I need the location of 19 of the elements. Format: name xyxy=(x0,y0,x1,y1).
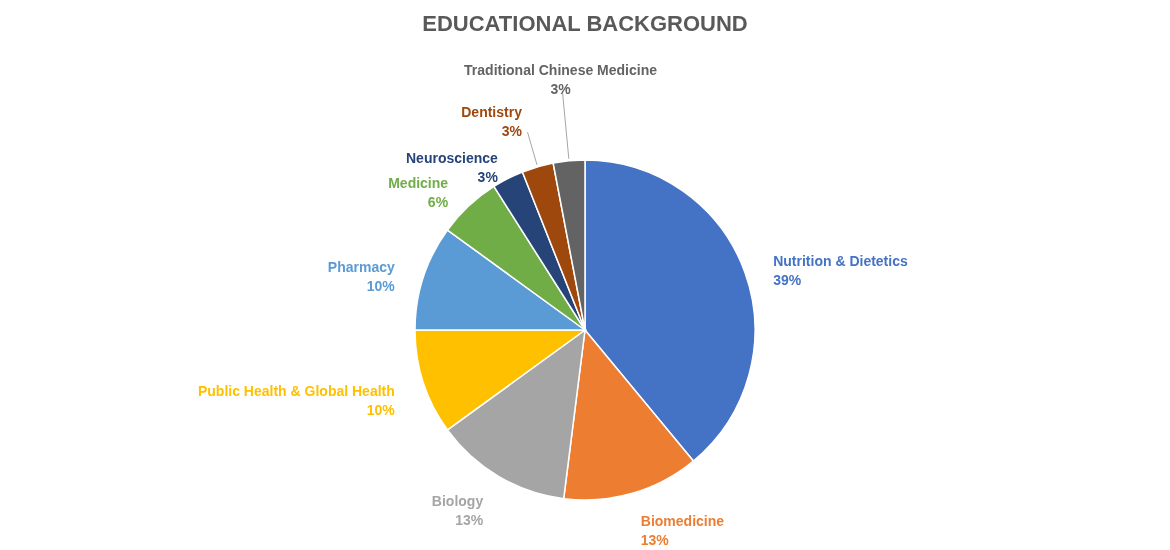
data-label: 13% xyxy=(640,532,670,549)
data-label: 10% xyxy=(366,401,396,418)
data-label: 39% xyxy=(773,272,802,289)
slice-label: Pharmacy xyxy=(327,259,395,276)
data-label: 13% xyxy=(455,512,484,529)
slice-label: Dentistry xyxy=(461,103,523,120)
data-label: 6% xyxy=(427,194,449,211)
slice-label: Medicine xyxy=(388,175,449,192)
slice-label: Public Health & Global Health xyxy=(197,382,395,399)
data-label: 10% xyxy=(366,278,396,295)
slice-label: Nutrition & Dietetics xyxy=(773,253,908,270)
chart-title: EDUCATIONAL BACKGROUND xyxy=(422,11,748,36)
slice-label: Traditional Chinese Medicine xyxy=(464,62,658,79)
data-label: 3% xyxy=(550,81,572,98)
slice-label: Biomedicine xyxy=(640,513,725,530)
slice-label: Neuroscience xyxy=(406,149,499,166)
data-label: 3% xyxy=(501,122,523,139)
data-label: 3% xyxy=(477,168,499,185)
slice-label: Biology xyxy=(431,493,484,510)
